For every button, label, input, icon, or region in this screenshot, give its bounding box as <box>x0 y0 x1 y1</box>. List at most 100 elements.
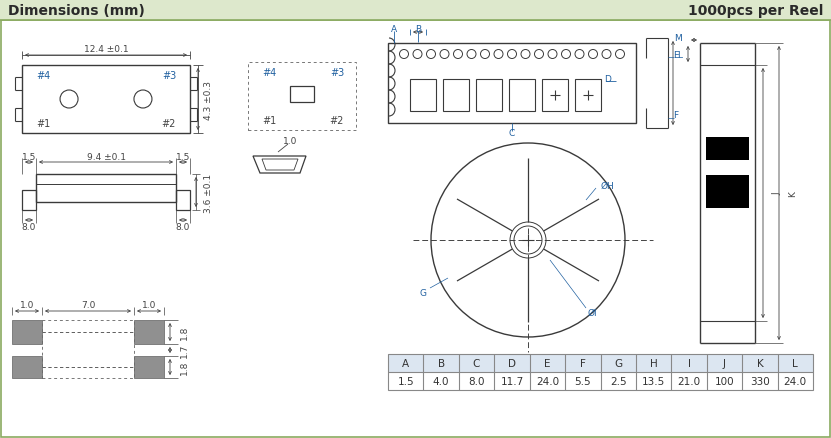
Text: 8.0: 8.0 <box>469 376 484 386</box>
Circle shape <box>467 50 476 60</box>
Circle shape <box>548 50 557 60</box>
Bar <box>443 80 469 112</box>
Text: 1000pcs per Reel: 1000pcs per Reel <box>687 4 823 18</box>
Text: 1.5: 1.5 <box>397 376 414 386</box>
Text: 1.5: 1.5 <box>176 152 190 161</box>
Bar <box>0 0 831 21</box>
Bar <box>706 176 749 209</box>
Text: 1.0: 1.0 <box>142 300 156 309</box>
Text: E: E <box>673 51 679 60</box>
Circle shape <box>440 50 449 60</box>
Bar <box>388 354 813 390</box>
Circle shape <box>588 50 597 60</box>
Text: B: B <box>438 358 445 368</box>
Text: 1.0: 1.0 <box>20 300 34 309</box>
Bar <box>134 320 164 344</box>
Text: F: F <box>673 111 679 120</box>
Text: Dimensions (mm): Dimensions (mm) <box>8 4 145 18</box>
Text: A: A <box>391 25 397 33</box>
Bar <box>509 80 535 112</box>
Text: 4.3 ±0.3: 4.3 ±0.3 <box>204 80 213 119</box>
Text: 11.7: 11.7 <box>500 376 524 386</box>
Text: 5.5: 5.5 <box>574 376 591 386</box>
Bar <box>542 80 568 112</box>
Text: E: E <box>544 358 551 368</box>
Circle shape <box>534 50 543 60</box>
Bar <box>410 80 436 112</box>
Text: H: H <box>650 358 657 368</box>
Text: 330: 330 <box>750 376 770 386</box>
Text: L: L <box>677 50 682 60</box>
Text: A: A <box>402 358 410 368</box>
Text: #1: #1 <box>36 119 50 129</box>
Text: D: D <box>508 358 516 368</box>
Text: #4: #4 <box>36 71 50 81</box>
Text: #3: #3 <box>162 71 176 81</box>
Text: #2: #2 <box>330 116 344 126</box>
Text: 8.0: 8.0 <box>176 222 190 231</box>
Bar <box>388 44 636 124</box>
Circle shape <box>400 50 409 60</box>
Bar <box>22 191 36 211</box>
Text: 24.0: 24.0 <box>536 376 559 386</box>
Text: C: C <box>509 129 515 138</box>
Text: 4.0: 4.0 <box>433 376 450 386</box>
Text: G: G <box>420 288 427 297</box>
Text: 1.5: 1.5 <box>22 152 37 161</box>
Circle shape <box>494 50 503 60</box>
Bar <box>36 175 176 202</box>
Text: D: D <box>605 74 612 83</box>
Text: 13.5: 13.5 <box>642 376 666 386</box>
Text: 1.8: 1.8 <box>179 360 189 374</box>
Text: 1.7: 1.7 <box>179 343 189 357</box>
Circle shape <box>480 50 489 60</box>
Text: ØI: ØI <box>588 308 597 317</box>
Bar <box>22 66 190 134</box>
Text: J: J <box>723 358 726 368</box>
Text: 24.0: 24.0 <box>784 376 807 386</box>
Text: 21.0: 21.0 <box>677 376 701 386</box>
Bar <box>176 191 190 211</box>
Text: 100: 100 <box>715 376 735 386</box>
Bar <box>706 138 749 160</box>
Circle shape <box>413 50 422 60</box>
Text: F: F <box>580 358 586 368</box>
Circle shape <box>602 50 611 60</box>
Circle shape <box>426 50 435 60</box>
Text: J: J <box>773 192 781 195</box>
Text: B: B <box>415 25 421 33</box>
Text: M: M <box>674 33 682 42</box>
Text: 1.8: 1.8 <box>179 325 189 339</box>
Text: C: C <box>473 358 480 368</box>
Text: 3.6 ±0.1: 3.6 ±0.1 <box>204 173 213 212</box>
Bar <box>248 63 356 131</box>
Text: K: K <box>789 191 798 197</box>
Text: ØH: ØH <box>601 181 615 190</box>
Text: 8.0: 8.0 <box>22 222 37 231</box>
Text: #2: #2 <box>161 119 176 129</box>
Bar <box>42 320 134 378</box>
Text: G: G <box>614 358 622 368</box>
Text: 9.4 ±0.1: 9.4 ±0.1 <box>86 152 125 161</box>
Text: K: K <box>756 358 763 368</box>
Bar <box>388 354 813 372</box>
Bar <box>134 356 164 378</box>
Text: #1: #1 <box>262 116 276 126</box>
Circle shape <box>562 50 571 60</box>
Bar <box>12 356 42 378</box>
Text: 1.0: 1.0 <box>283 137 297 146</box>
Circle shape <box>616 50 625 60</box>
Text: 7.0: 7.0 <box>81 300 96 309</box>
Bar <box>290 87 314 103</box>
Text: L: L <box>793 358 798 368</box>
Circle shape <box>454 50 463 60</box>
Bar <box>12 320 42 344</box>
Text: 12.4 ±0.1: 12.4 ±0.1 <box>84 44 128 53</box>
Circle shape <box>575 50 584 60</box>
Circle shape <box>508 50 517 60</box>
Text: 2.5: 2.5 <box>610 376 627 386</box>
Text: I: I <box>687 358 691 368</box>
Text: #3: #3 <box>330 68 344 78</box>
Bar <box>575 80 601 112</box>
Bar <box>476 80 502 112</box>
